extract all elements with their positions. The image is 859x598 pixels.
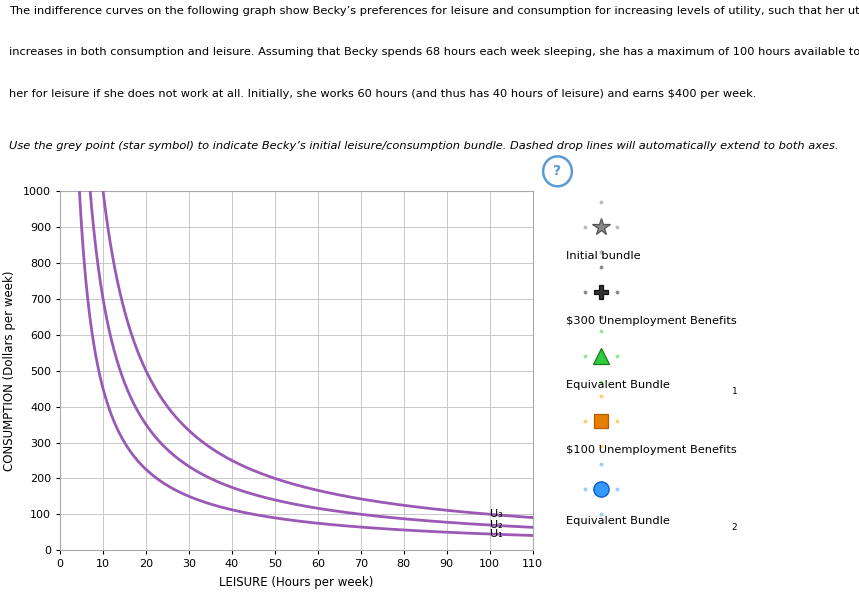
X-axis label: LEISURE (Hours per week): LEISURE (Hours per week) bbox=[219, 576, 374, 589]
Text: The indifference curves on the following graph show Becky’s preferences for leis: The indifference curves on the following… bbox=[9, 6, 859, 16]
Text: Use the grey point (star symbol) to indicate Becky’s initial leisure/consumption: Use the grey point (star symbol) to indi… bbox=[9, 141, 838, 151]
Text: ?: ? bbox=[553, 164, 562, 178]
Text: 1: 1 bbox=[732, 387, 738, 396]
Text: $300 Unemployment Benefits: $300 Unemployment Benefits bbox=[566, 316, 737, 325]
Text: U₁: U₁ bbox=[490, 529, 503, 539]
Y-axis label: CONSUMPTION (Dollars per week): CONSUMPTION (Dollars per week) bbox=[3, 270, 16, 471]
Text: U₃: U₃ bbox=[490, 509, 503, 519]
Text: $100 Unemployment Benefits: $100 Unemployment Benefits bbox=[566, 445, 737, 454]
Text: Initial bundle: Initial bundle bbox=[566, 251, 641, 261]
Text: Equivalent Bundle: Equivalent Bundle bbox=[566, 380, 670, 390]
Text: U₂: U₂ bbox=[490, 520, 503, 530]
Text: her for leisure if she does not work at all. Initially, she works 60 hours (and : her for leisure if she does not work at … bbox=[9, 89, 756, 99]
Text: increases in both consumption and leisure. Assuming that Becky spends 68 hours e: increases in both consumption and leisur… bbox=[9, 47, 859, 57]
Text: 2: 2 bbox=[732, 523, 737, 532]
Text: Equivalent Bundle: Equivalent Bundle bbox=[566, 517, 670, 526]
